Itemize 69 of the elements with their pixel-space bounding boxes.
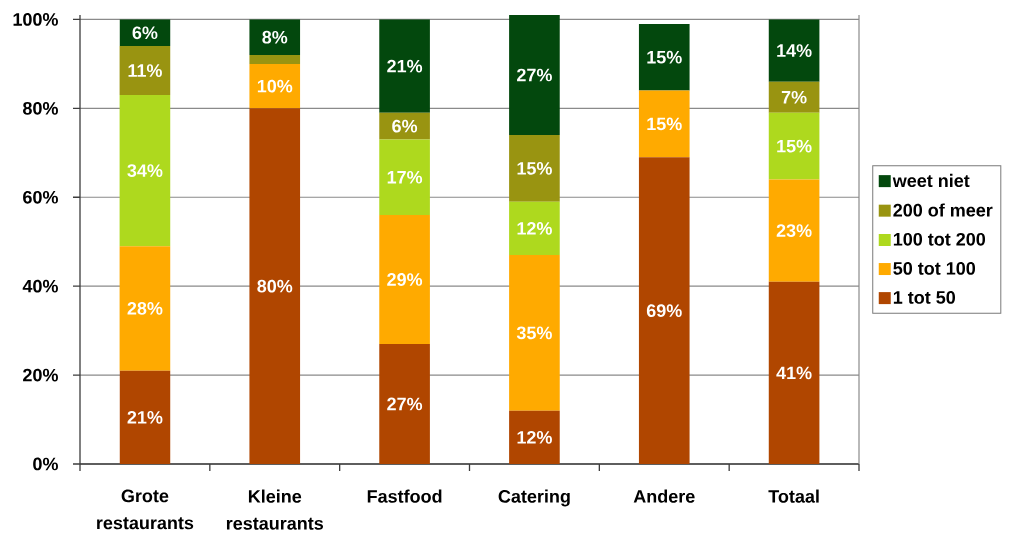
x-tick-label: Andere xyxy=(633,489,695,503)
bar xyxy=(768,81,820,113)
data-label: 7% xyxy=(781,90,807,104)
bar xyxy=(638,90,690,158)
data-label: 17% xyxy=(387,170,423,184)
legend-label: 1 tot 50 xyxy=(893,291,956,304)
data-label: 12% xyxy=(517,222,552,235)
data-label: 28% xyxy=(127,302,163,315)
bar xyxy=(379,19,430,113)
legend-label: 50 tot 100 xyxy=(893,262,976,275)
y-tick-label: 0% xyxy=(33,457,58,471)
bar xyxy=(119,95,171,247)
y-tick-label: 40% xyxy=(22,279,58,293)
data-label: 12% xyxy=(517,430,552,444)
data-label: 11% xyxy=(128,64,162,77)
bar xyxy=(119,19,171,47)
data-label: 34% xyxy=(127,164,163,177)
data-label: 15% xyxy=(517,162,552,175)
data-label: 80% xyxy=(257,279,293,293)
bar xyxy=(768,19,820,82)
data-label: 15% xyxy=(777,139,812,153)
data-label: 69% xyxy=(646,304,682,317)
bar xyxy=(119,46,171,96)
data-label: 15% xyxy=(647,117,682,131)
data-label: 15% xyxy=(647,50,682,64)
x-tick-label: Fastfood xyxy=(367,489,442,503)
x-tick-label: Catering xyxy=(498,489,570,507)
data-label: 21% xyxy=(127,410,163,424)
bar xyxy=(509,410,560,464)
bar xyxy=(638,157,690,464)
bar xyxy=(249,108,301,464)
y-tick-label: 80% xyxy=(23,101,58,115)
x-tick-label: Grote restaurants xyxy=(97,489,194,530)
bar xyxy=(768,112,820,180)
bar xyxy=(768,179,820,282)
legend-label: 100 tot 200 xyxy=(893,232,986,246)
bar xyxy=(638,23,690,91)
x-tick-label: Kleine restaurants xyxy=(226,489,324,530)
y-tick-label: 60% xyxy=(23,190,58,204)
legend-label: 200 of meer xyxy=(893,203,993,217)
bar xyxy=(509,255,560,411)
bar xyxy=(249,55,301,64)
bar xyxy=(379,343,430,464)
x-tick-label: Totaal xyxy=(768,489,819,503)
bar xyxy=(509,201,560,256)
data-label: 23% xyxy=(776,224,812,237)
data-label: 29% xyxy=(387,273,423,286)
data-label: 41% xyxy=(776,366,812,380)
data-label: 10% xyxy=(257,79,293,93)
bar xyxy=(379,215,430,344)
legend-label: weet niet xyxy=(892,173,970,188)
y-tick-label: 100% xyxy=(13,13,58,26)
data-label: 27% xyxy=(387,397,423,411)
data-label: 6% xyxy=(132,26,158,40)
bar xyxy=(249,19,301,56)
data-label: 8% xyxy=(262,30,288,44)
bar xyxy=(509,135,560,202)
bar xyxy=(249,63,301,109)
y-tick-label: 20% xyxy=(23,368,58,382)
data-label: 21% xyxy=(387,59,423,73)
data-label: 35% xyxy=(516,326,552,340)
data-label: 14% xyxy=(777,44,812,57)
data-label: 6% xyxy=(392,119,418,133)
bar xyxy=(768,281,820,464)
bar xyxy=(509,14,560,136)
bar xyxy=(119,370,171,464)
data-label: 27% xyxy=(517,68,552,82)
bar xyxy=(379,139,430,216)
bar xyxy=(119,246,171,371)
